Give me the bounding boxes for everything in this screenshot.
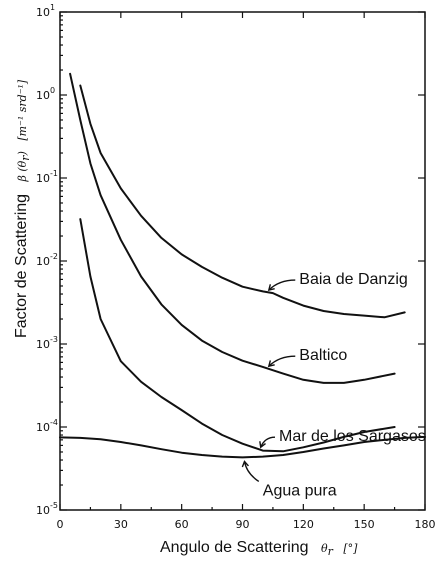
- x-tick-label: 30: [114, 518, 128, 531]
- y-tick-label: 101: [36, 3, 55, 19]
- label-baia-de-danzig: Baia de Danzig: [299, 271, 408, 288]
- label-arrowhead: [259, 441, 266, 449]
- label-pointer: [260, 436, 276, 448]
- label-arrowhead: [267, 360, 275, 368]
- label-mar-de-los-sargasos: Mar de los Sargasos: [279, 428, 426, 445]
- y-tick-label: 10-3: [36, 335, 58, 351]
- label-agua-pura: Agua pura: [263, 482, 337, 499]
- label-pointer: [268, 355, 296, 367]
- y-tick-label: 10-2: [36, 252, 58, 268]
- curve-baia-de-danzig: [79, 84, 406, 319]
- y-tick-label: 100: [36, 86, 55, 102]
- label-arrowhead: [267, 284, 275, 292]
- x-axis-title: Angulo de Scattering θr [°]: [160, 539, 358, 559]
- x-tick-label: 180: [415, 518, 436, 531]
- x-tick-label: 0: [57, 518, 64, 531]
- curve-agua-pura: [59, 435, 426, 459]
- curve-baltico: [69, 72, 396, 384]
- x-tick-label: 60: [175, 518, 189, 531]
- x-tick-label: 90: [236, 518, 250, 531]
- series-curves: [59, 72, 426, 459]
- y-tick-label: 10-4: [36, 418, 58, 434]
- series-labels: Baia de Danzig Baltico Mar de los Sargasos…: [241, 271, 426, 499]
- label-baltico: Baltico: [299, 347, 347, 364]
- y-axis-title: Factor de Scattering β (θr) [m⁻¹ srd⁻¹]: [13, 79, 32, 338]
- y-tick-label: 10-1: [36, 169, 58, 185]
- x-tick-label: 120: [293, 518, 314, 531]
- x-tick-label: 150: [354, 518, 375, 531]
- axis-ticks: 0 30 60 90 120 150 180 101 100 10-1 10-2 10-3 10-4 10…: [36, 3, 436, 531]
- label-pointer: [268, 279, 296, 291]
- curve-mar-de-los-sargasos: [79, 218, 396, 453]
- label-arrowhead: [241, 460, 249, 468]
- y-tick-label: 10-5: [36, 501, 58, 517]
- label-pointer: [243, 461, 260, 483]
